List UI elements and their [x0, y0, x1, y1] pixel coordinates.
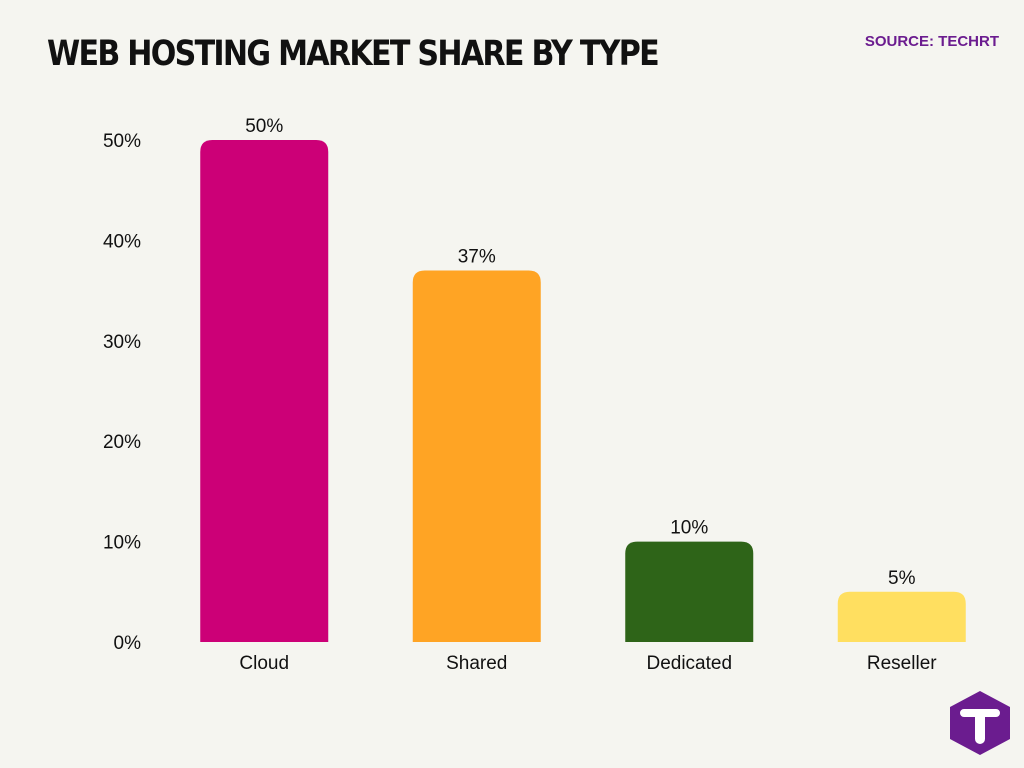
techrt-t-logo-icon — [950, 691, 1010, 755]
bar-reseller — [837, 591, 966, 642]
bar-dedicated — [625, 541, 754, 642]
bar-cloud — [200, 140, 329, 642]
bar-value-label: 50% — [245, 116, 283, 137]
y-tick-label: 20% — [103, 432, 141, 453]
y-tick-label: 0% — [114, 633, 142, 654]
y-tick-label: 50% — [103, 131, 141, 152]
x-category-label: Dedicated — [646, 653, 732, 674]
y-tick-label: 10% — [103, 533, 141, 554]
x-category-label: Cloud — [239, 653, 289, 674]
bar-shared — [412, 270, 541, 642]
x-category-label: Shared — [446, 653, 507, 674]
bar-value-label: 5% — [888, 568, 916, 589]
x-category-label: Reseller — [867, 653, 937, 674]
bar-value-label: 10% — [670, 518, 708, 539]
bar-value-label: 37% — [458, 247, 496, 268]
y-tick-label: 30% — [103, 332, 141, 353]
chart-title: WEB HOSTING MARKET SHARE BY TYPE — [47, 34, 660, 74]
source-label: SOURCE: TECHRT — [864, 33, 999, 50]
y-tick-label: 40% — [103, 231, 141, 252]
